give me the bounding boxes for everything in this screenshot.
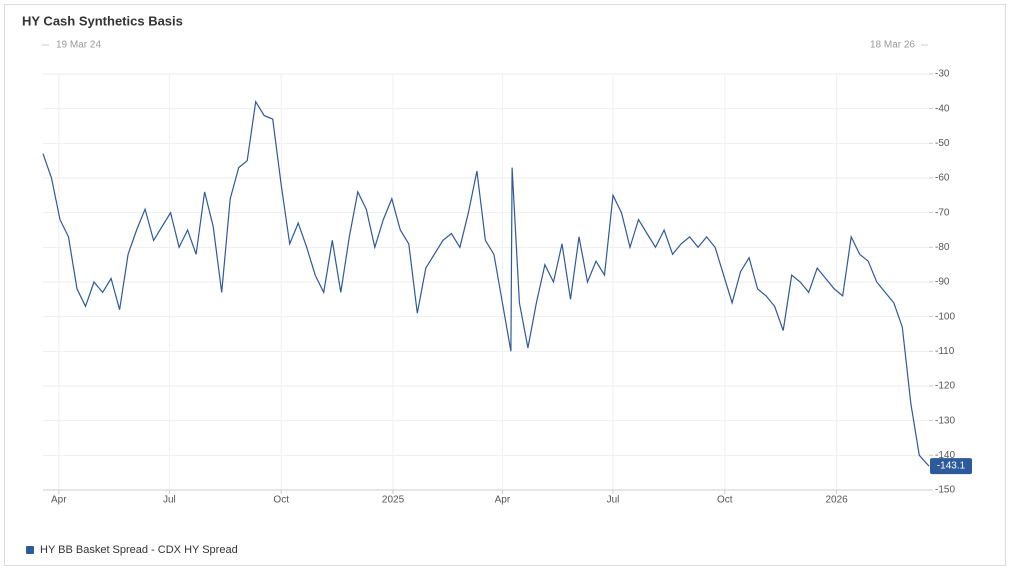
- x-tick-label: Apr: [51, 495, 67, 506]
- line: [42, 99, 930, 467]
- x-tick-label: 2025: [382, 495, 405, 506]
- y-tick-label: -50: [935, 138, 950, 149]
- x-tick-label: Oct: [273, 495, 289, 506]
- y-tick-label: -90: [935, 277, 950, 288]
- chart-title: HY Cash Synthetics Basis: [22, 13, 183, 28]
- y-tick-label: -100: [935, 311, 955, 322]
- range-start[interactable]: 19 Mar 24: [56, 40, 101, 51]
- y-tick-label: -40: [935, 103, 950, 114]
- y-tick-label: -110: [935, 346, 955, 357]
- y-tick-label: -80: [935, 242, 950, 253]
- x-tick-label: Jul: [163, 495, 176, 506]
- y-tick-label: -150: [935, 485, 955, 496]
- y-tick-label: -30: [935, 69, 950, 80]
- x-tick-label: 2026: [826, 495, 849, 506]
- frame: [4, 4, 1006, 566]
- x-tick-label: Jul: [607, 495, 620, 506]
- range-end[interactable]: 18 Mar 26: [870, 40, 915, 51]
- legend-label: HY BB Basket Spread - CDX HY Spread: [40, 544, 238, 556]
- y-tick-label: -130: [935, 415, 955, 426]
- end-label: -143.1: [937, 461, 966, 472]
- x-tick-label: Oct: [717, 495, 733, 506]
- y-tick-label: -60: [935, 173, 950, 184]
- y-tick-label: -120: [935, 381, 955, 392]
- y-tick-label: -140: [935, 450, 955, 461]
- end-label-box: [930, 458, 972, 475]
- y-tick-label: -70: [935, 207, 950, 218]
- legend-swatch: [26, 546, 34, 554]
- x-tick-label: Apr: [495, 495, 511, 506]
